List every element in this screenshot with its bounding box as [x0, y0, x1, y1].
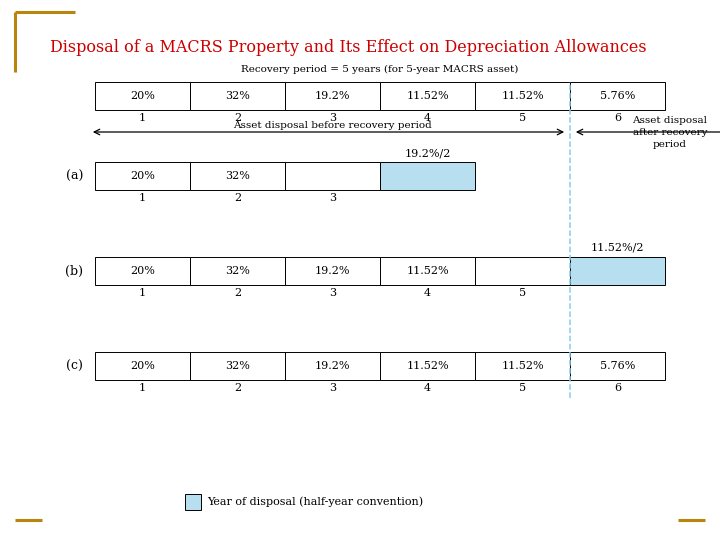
Bar — [95, 162, 190, 190]
Bar — [190, 82, 285, 110]
Text: 5: 5 — [519, 383, 526, 393]
Bar — [570, 82, 665, 110]
Text: 2: 2 — [234, 383, 241, 393]
Text: 5.76%: 5.76% — [600, 91, 635, 101]
Text: 19.2%: 19.2% — [315, 266, 350, 276]
Bar — [285, 82, 380, 110]
Bar — [190, 162, 285, 190]
Text: 32%: 32% — [225, 171, 250, 181]
Bar — [475, 82, 570, 110]
Text: 11.52%: 11.52% — [406, 266, 449, 276]
Text: 20%: 20% — [130, 266, 155, 276]
Text: 2: 2 — [234, 113, 241, 123]
Text: 19.2%: 19.2% — [315, 91, 350, 101]
Text: 4: 4 — [424, 288, 431, 298]
Text: 19.2%/2: 19.2%/2 — [405, 148, 451, 158]
Bar — [570, 257, 665, 285]
Text: 11.52%: 11.52% — [406, 91, 449, 101]
Text: Recovery period = 5 years (for 5-year MACRS asset): Recovery period = 5 years (for 5-year MA… — [241, 65, 518, 74]
Text: 3: 3 — [329, 288, 336, 298]
Text: 2: 2 — [234, 288, 241, 298]
Text: (c): (c) — [66, 360, 83, 373]
Text: 5.76%: 5.76% — [600, 361, 635, 371]
Text: 5: 5 — [519, 288, 526, 298]
Text: 20%: 20% — [130, 91, 155, 101]
Bar — [190, 352, 285, 380]
Text: Asset disposal
after recovery
period: Asset disposal after recovery period — [632, 116, 708, 148]
Text: 1: 1 — [139, 383, 146, 393]
Bar — [380, 352, 475, 380]
Text: Disposal of a MACRS Property and Its Effect on Depreciation Allowances: Disposal of a MACRS Property and Its Eff… — [50, 39, 647, 57]
Text: 3: 3 — [329, 113, 336, 123]
Bar — [475, 352, 570, 380]
Text: 20%: 20% — [130, 171, 155, 181]
Bar — [475, 257, 570, 285]
Text: 20%: 20% — [130, 361, 155, 371]
Text: 11.52%: 11.52% — [501, 91, 544, 101]
Bar — [95, 257, 190, 285]
Text: 19.2%: 19.2% — [315, 361, 350, 371]
Text: 1: 1 — [139, 288, 146, 298]
Bar — [285, 352, 380, 380]
Text: 3: 3 — [329, 193, 336, 203]
Bar — [285, 162, 380, 190]
Bar — [380, 82, 475, 110]
Text: 4: 4 — [424, 383, 431, 393]
Text: 1: 1 — [139, 193, 146, 203]
Text: 11.52%/2: 11.52%/2 — [590, 243, 644, 253]
Text: 32%: 32% — [225, 361, 250, 371]
Text: 32%: 32% — [225, 91, 250, 101]
Bar — [185, 494, 201, 510]
Text: (a): (a) — [66, 170, 83, 183]
Bar — [95, 82, 190, 110]
Bar — [380, 162, 475, 190]
Text: 4: 4 — [424, 113, 431, 123]
Text: 11.52%: 11.52% — [501, 361, 544, 371]
Text: Asset disposal before recovery period: Asset disposal before recovery period — [233, 121, 432, 130]
Bar — [285, 257, 380, 285]
Text: 6: 6 — [614, 113, 621, 123]
Text: 3: 3 — [329, 383, 336, 393]
Bar — [190, 257, 285, 285]
Text: Year of disposal (half-year convention): Year of disposal (half-year convention) — [207, 497, 423, 507]
Text: 32%: 32% — [225, 266, 250, 276]
Bar — [95, 352, 190, 380]
Text: 6: 6 — [614, 383, 621, 393]
Text: 5: 5 — [519, 113, 526, 123]
Text: 1: 1 — [139, 113, 146, 123]
Text: 2: 2 — [234, 193, 241, 203]
Text: 11.52%: 11.52% — [406, 361, 449, 371]
Bar — [380, 257, 475, 285]
Bar — [570, 352, 665, 380]
Text: (b): (b) — [65, 265, 83, 278]
